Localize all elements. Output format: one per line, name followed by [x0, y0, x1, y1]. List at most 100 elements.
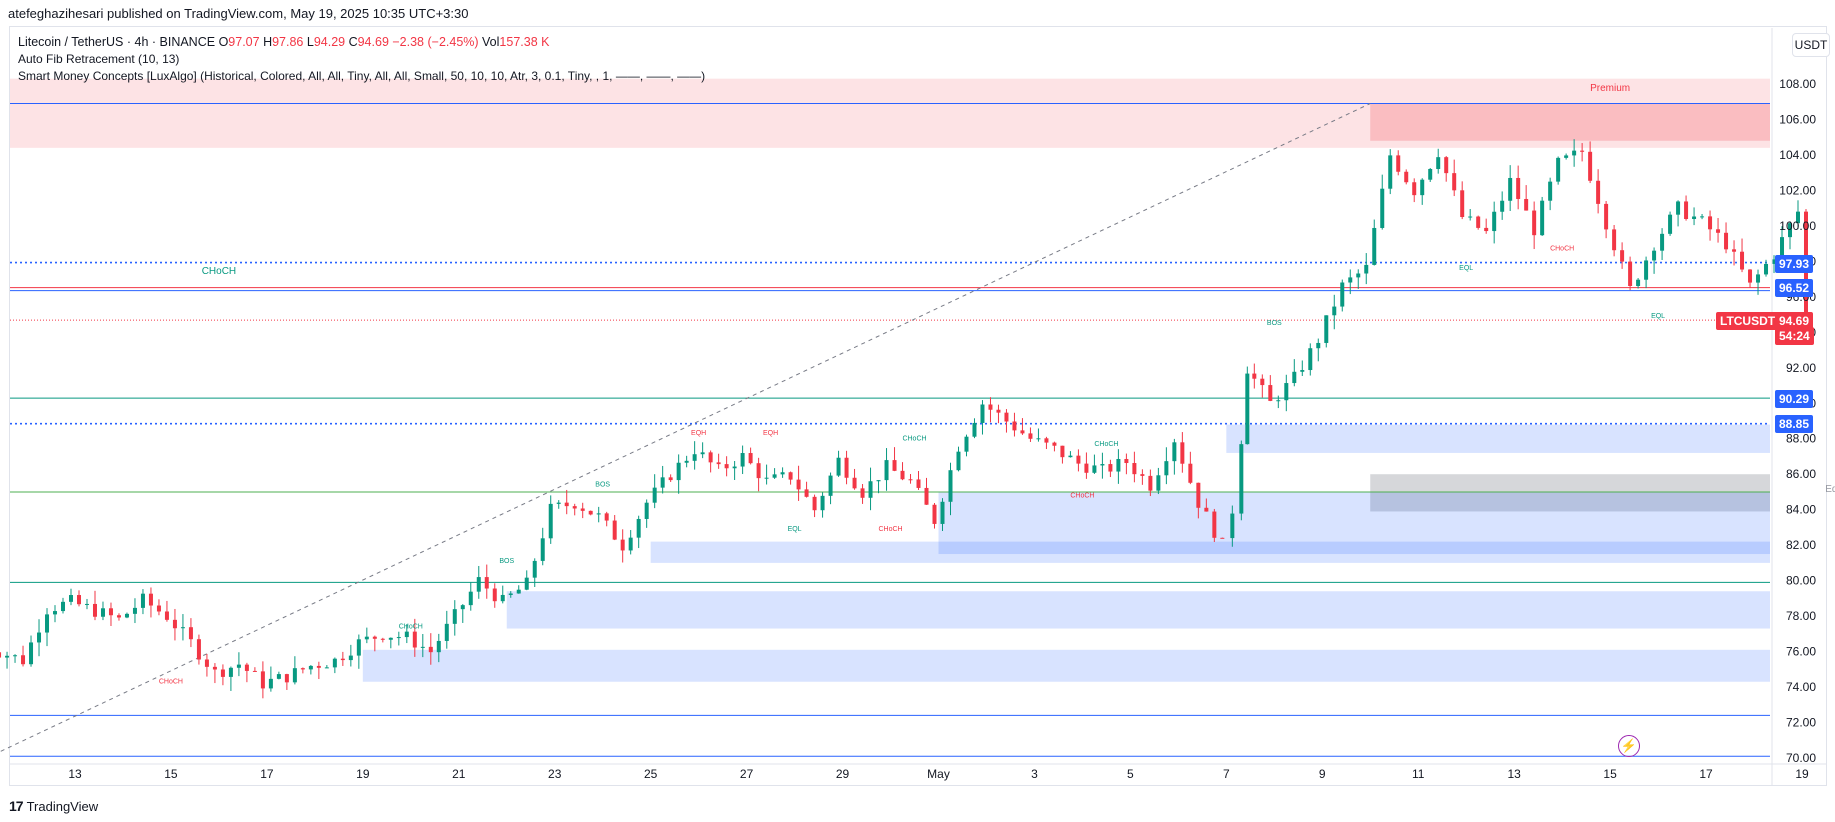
candle-body: [812, 496, 817, 511]
candle-body: [868, 481, 873, 498]
annotation-0: Premium: [1590, 83, 1630, 94]
candle-body: [0, 652, 2, 658]
y-tick-label: 80.00: [1786, 574, 1816, 588]
candle-body: [460, 605, 465, 610]
candle-body: [796, 479, 801, 490]
candle-body: [1140, 474, 1145, 476]
candle-body: [828, 475, 833, 496]
candle-body: [420, 646, 425, 648]
candle-body: [1668, 214, 1673, 234]
indicator-fib-label[interactable]: Auto Fib Retracement (10, 13): [18, 52, 180, 66]
candle-body: [1084, 463, 1089, 473]
candle-body: [1404, 171, 1409, 183]
candle-body: [412, 631, 417, 648]
candle-body: [532, 560, 537, 578]
x-tick-label: 19: [1795, 767, 1809, 781]
candle-body: [1524, 198, 1529, 211]
price-label-fib-3: 90.29: [1775, 390, 1814, 408]
volume-key: Vol: [482, 35, 500, 49]
y-tick-label: 106.00: [1779, 112, 1816, 126]
candle-body: [1239, 444, 1244, 514]
currency-unit-button[interactable]: USDT: [1792, 33, 1830, 57]
symbol-name[interactable]: Litecoin / TetherUS · 4h · BINANCE: [18, 35, 216, 49]
candle-body: [356, 639, 361, 656]
bolt-icon[interactable]: ⚡: [1618, 735, 1640, 757]
candle-body: [1652, 250, 1657, 261]
y-tick-label: 74.00: [1786, 680, 1816, 694]
x-tick-label: 25: [644, 767, 658, 781]
candle-body: [676, 462, 681, 481]
candle-body: [1604, 203, 1609, 230]
candle-body: [444, 623, 449, 641]
candle-body: [1676, 201, 1681, 215]
candle-body: [724, 464, 729, 469]
candle-body: [1796, 211, 1801, 224]
y-tick-label: 102.00: [1779, 183, 1816, 197]
candle-body: [1092, 465, 1097, 473]
candle-body: [660, 477, 665, 488]
candle-body: [53, 611, 58, 615]
candle-body: [436, 640, 441, 653]
candle-body: [332, 658, 337, 668]
candle-body: [1196, 482, 1201, 508]
candle-body: [1204, 507, 1209, 512]
y-tick-label: 72.00: [1786, 716, 1816, 730]
candle-body: [1740, 251, 1745, 270]
candle-body: [220, 669, 225, 677]
candle-body: [1076, 455, 1081, 464]
annotation-5: CHoCH: [159, 679, 183, 686]
candle-body: [1020, 430, 1025, 434]
candle-body: [700, 452, 705, 455]
candle-body: [1100, 464, 1105, 466]
candle-body: [1788, 223, 1793, 238]
candle-body: [1772, 259, 1777, 264]
candle-body: [1116, 458, 1121, 472]
zone-supply-dark-1: [1370, 103, 1770, 141]
candle-body: [900, 470, 905, 480]
candle-body: [45, 614, 50, 633]
candle-body: [748, 453, 753, 464]
candle-body: [69, 595, 74, 602]
y-tick-label: 82.00: [1786, 538, 1816, 552]
candle-body: [1324, 315, 1329, 343]
candle-body: [1284, 383, 1289, 401]
candle-body: [892, 460, 897, 471]
candle-body: [1060, 445, 1065, 458]
candle-body: [884, 460, 889, 481]
candle-body: [204, 659, 209, 667]
change-value: −2.38 (−2.45%): [392, 35, 479, 49]
x-tick-label: 21: [452, 767, 466, 781]
candle-body: [708, 452, 713, 463]
candle-body: [1028, 433, 1033, 439]
candle-body: [924, 487, 929, 505]
candle-body: [108, 608, 113, 616]
candle-body: [1564, 155, 1569, 158]
indicator-smc-label[interactable]: Smart Money Concepts [LuxAlgo] (Historic…: [18, 69, 706, 83]
candle-body: [252, 670, 257, 672]
annotation-10: EQH: [763, 430, 778, 437]
candle-body: [164, 611, 169, 620]
candle-body: [540, 538, 545, 561]
candle-body: [1476, 216, 1481, 228]
candle-body: [1412, 182, 1417, 196]
candle-body: [1436, 157, 1441, 169]
candle-body: [1684, 201, 1689, 220]
candle-body: [188, 627, 193, 640]
candle-body: [860, 488, 865, 498]
candle-body: [1700, 216, 1705, 218]
candle-body: [972, 422, 977, 437]
annotation-19: EQL: [1651, 313, 1665, 320]
candle-body: [1292, 371, 1297, 384]
candle-body: [580, 508, 585, 511]
candle-body: [180, 627, 185, 629]
candle-body: [684, 460, 689, 463]
candle-body: [644, 502, 649, 519]
candle-body: [364, 636, 369, 640]
y-tick-label: 84.00: [1786, 503, 1816, 517]
candle-body: [236, 664, 241, 668]
candle-body: [476, 577, 481, 592]
candle-body: [292, 668, 297, 683]
y-tick-label: 76.00: [1786, 645, 1816, 659]
candle-body: [1108, 464, 1113, 472]
